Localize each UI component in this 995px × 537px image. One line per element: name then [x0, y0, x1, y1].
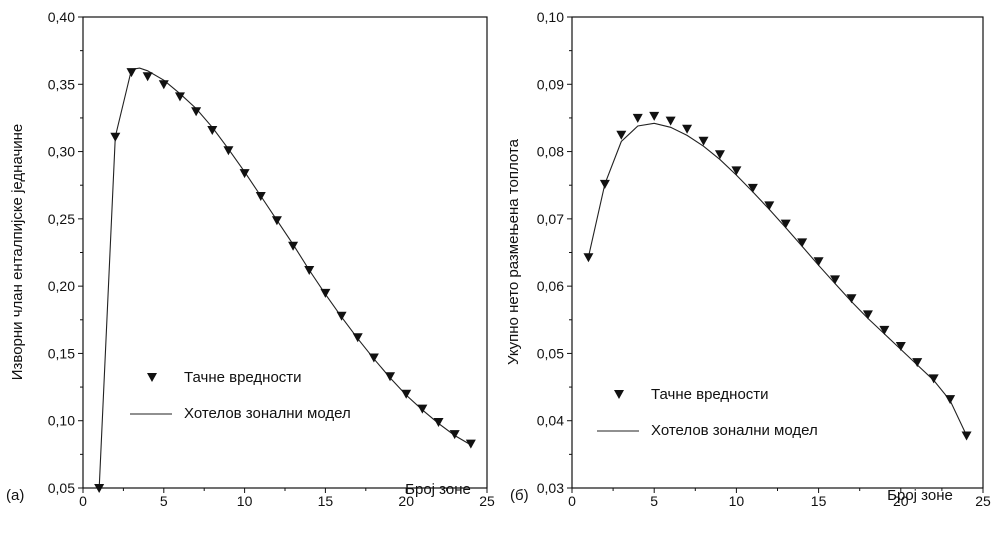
- data-point: [879, 325, 890, 335]
- data-point: [616, 130, 627, 140]
- x-axis-label: Број зоне: [405, 481, 471, 498]
- y-tick-label: 0,35: [48, 76, 75, 92]
- data-point: [714, 150, 725, 160]
- data-point: [336, 311, 347, 321]
- y-tick-label: 0,08: [537, 144, 564, 160]
- data-point: [239, 169, 250, 179]
- data-point: [583, 253, 594, 263]
- data-point: [731, 166, 742, 176]
- data-point: [174, 92, 185, 102]
- data-point: [632, 113, 643, 123]
- x-tick-label: 25: [479, 493, 495, 509]
- x-tick-label: 20: [893, 493, 909, 509]
- legend-label: Хотелов зонални модел: [651, 422, 818, 439]
- legend-marker: [614, 390, 624, 399]
- data-point: [747, 183, 758, 193]
- x-tick-label: 25: [975, 493, 991, 509]
- data-point: [320, 288, 331, 298]
- legend-label: Тачне вредности: [651, 386, 769, 403]
- x-axis-label: Број зоне: [887, 487, 953, 504]
- y-tick-label: 0,20: [48, 278, 75, 294]
- data-point: [649, 111, 660, 121]
- x-tick-label: 15: [811, 493, 827, 509]
- data-point: [368, 353, 379, 363]
- data-point: [401, 389, 412, 399]
- x-tick-label: 10: [729, 493, 745, 509]
- y-tick-label: 0,03: [537, 480, 564, 496]
- y-tick-label: 0,07: [537, 211, 564, 227]
- y-tick-label: 0,10: [537, 9, 564, 25]
- chart-panel-2: 0 5 10 15 20 25 0,03 0,04 0,05 0,06 0,07 0,08 0,09 0,…: [505, 9, 991, 509]
- x-tick-label: 5: [650, 493, 658, 509]
- data-point: [271, 216, 282, 226]
- data-point: [961, 431, 972, 441]
- data-point: [255, 191, 266, 201]
- data-point: [846, 294, 857, 304]
- data-point: [304, 265, 315, 275]
- x-tick-label: 15: [318, 493, 334, 509]
- panel-label: (a): [6, 487, 24, 504]
- data-point: [912, 358, 923, 368]
- data-point: [288, 241, 299, 251]
- data-point: [449, 430, 460, 440]
- data-point: [223, 146, 234, 156]
- legend: Тачне вредности Хотелов зонални модел: [130, 369, 351, 422]
- data-point: [862, 310, 873, 320]
- data-point: [665, 116, 676, 126]
- y-tick-label: 0,05: [537, 345, 564, 361]
- data-point: [895, 342, 906, 352]
- x-tick-label: 10: [237, 493, 253, 509]
- data-point: [780, 219, 791, 229]
- chart-panel-1: 0 5 10 15 20 25 0,05 0,10 0,15 0,20 0,25 0,30 0,35 0,…: [6, 9, 495, 509]
- legend-label: Тачне вредности: [184, 369, 302, 386]
- y-axis-label: Укупно нето размењена топлота: [505, 138, 522, 365]
- data-point: [945, 395, 956, 405]
- data-point: [110, 132, 121, 142]
- legend-label: Хотелов зонални модел: [184, 405, 351, 422]
- data-point: [94, 484, 105, 493]
- data-point: [797, 238, 808, 248]
- data-point: [126, 68, 137, 78]
- panel-label: (б): [510, 487, 529, 504]
- y-tick-label: 0,10: [48, 413, 75, 429]
- data-point: [813, 257, 824, 267]
- data-point: [433, 418, 444, 428]
- x-tick-label: 0: [79, 493, 87, 509]
- x-tick-label: 0: [568, 493, 576, 509]
- legend: Тачне вредности Хотелов зонални модел: [597, 386, 818, 439]
- y-tick-label: 0,40: [48, 9, 75, 25]
- data-point: [385, 372, 396, 382]
- data-point: [191, 107, 202, 117]
- data-point: [599, 179, 610, 189]
- x-tick-label: 5: [160, 493, 168, 509]
- series-line: [98, 67, 472, 489]
- data-point: [830, 275, 841, 285]
- data-point: [698, 136, 709, 146]
- data-point: [417, 404, 428, 414]
- y-tick-label: 0,05: [48, 480, 75, 496]
- data-point: [764, 201, 775, 211]
- y-tick-label: 0,09: [537, 76, 564, 92]
- data-point: [352, 333, 363, 343]
- data-point: [142, 72, 153, 82]
- y-tick-label: 0,04: [537, 413, 564, 429]
- series-line: [587, 122, 968, 436]
- y-tick-label: 0,06: [537, 278, 564, 294]
- x-tick-label: 20: [398, 493, 414, 509]
- legend-marker: [147, 373, 157, 382]
- data-point: [682, 124, 693, 134]
- y-tick-label: 0,30: [48, 144, 75, 160]
- data-point: [207, 126, 218, 136]
- y-tick-label: 0,15: [48, 345, 75, 361]
- data-point: [158, 80, 169, 90]
- data-point: [928, 374, 939, 384]
- y-tick-label: 0,25: [48, 211, 75, 227]
- plot-frame: [571, 16, 984, 489]
- y-axis-label: Изворни члан енталпијске једначине: [9, 124, 26, 381]
- data-point: [465, 439, 476, 449]
